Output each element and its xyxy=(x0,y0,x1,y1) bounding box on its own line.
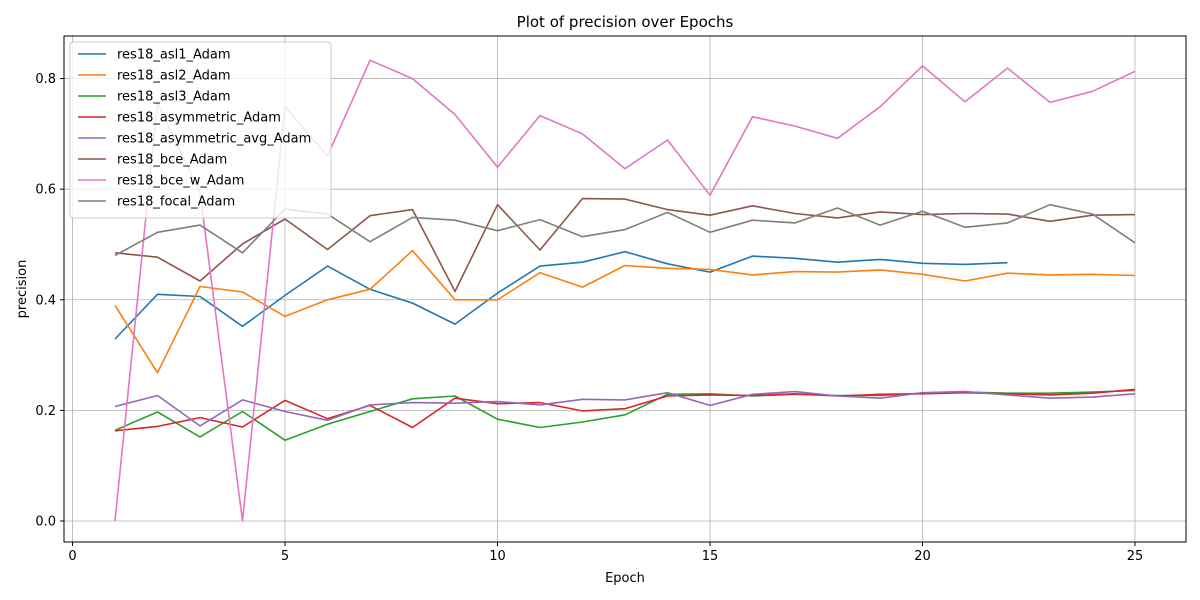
legend-label: res18_asl1_Adam xyxy=(117,48,231,63)
legend-label: res18_bce_w_Adam xyxy=(117,174,244,189)
legend-label: res18_asymmetric_Adam xyxy=(117,111,281,126)
x-tick-label: 20 xyxy=(914,549,931,564)
y-tick-label: 0.4 xyxy=(35,293,56,308)
series-line-res18_bce_Adam xyxy=(114,197,1136,293)
legend: res18_asl1_Adam res18_asl2_Adam res18_asl3… xyxy=(69,41,332,219)
y-axis-label: precision xyxy=(15,260,30,319)
x-tick-label: 5 xyxy=(281,549,289,564)
axis-ticks: 0 5 10 15 20 25 0.0 0.2 0.4 0.6 0.8 xyxy=(35,72,1143,564)
y-tick-label: 0.0 xyxy=(35,514,56,529)
y-tick-label: 0.6 xyxy=(35,183,56,198)
legend-label: res18_focal_Adam xyxy=(117,195,235,210)
series-line-res18_asl3_Adam xyxy=(114,389,1136,442)
x-tick-label: 25 xyxy=(1127,549,1144,564)
chart-title: Plot of precision over Epochs xyxy=(517,13,734,31)
legend-label: res18_asl2_Adam xyxy=(117,69,231,84)
legend-box xyxy=(69,41,332,219)
x-axis-label: Epoch xyxy=(605,571,645,586)
series-line-res18_asymmetric_avg_Adam xyxy=(114,390,1136,427)
legend-label: res18_asl3_Adam xyxy=(117,90,231,105)
series-line-res18_asymmetric_Adam xyxy=(114,388,1136,432)
y-tick-label: 0.2 xyxy=(35,404,56,419)
series-line-res18_asl2_Adam xyxy=(114,249,1136,374)
x-tick-label: 15 xyxy=(702,549,719,564)
x-tick-label: 0 xyxy=(68,549,76,564)
legend-label: res18_bce_Adam xyxy=(117,153,227,168)
y-tick-label: 0.8 xyxy=(35,72,56,87)
plot-area-frame xyxy=(63,35,1187,543)
x-tick-label: 10 xyxy=(489,549,506,564)
legend-label: res18_asymmetric_avg_Adam xyxy=(117,132,311,147)
